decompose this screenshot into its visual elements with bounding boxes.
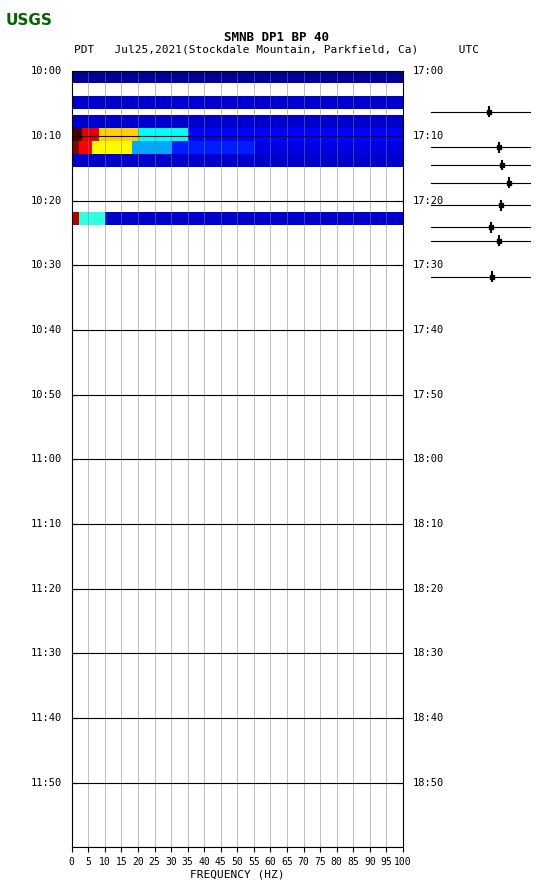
Text: 18:50: 18:50 — [413, 778, 444, 788]
Text: 10:40: 10:40 — [30, 325, 62, 335]
Text: 10:00: 10:00 — [30, 66, 62, 77]
Text: 17:30: 17:30 — [413, 260, 444, 270]
Text: 18:00: 18:00 — [413, 454, 444, 465]
Text: 11:20: 11:20 — [30, 583, 62, 594]
Text: USGS: USGS — [6, 13, 52, 29]
Text: 11:30: 11:30 — [30, 648, 62, 658]
Text: 11:10: 11:10 — [30, 519, 62, 529]
Text: 10:30: 10:30 — [30, 260, 62, 270]
Text: 17:50: 17:50 — [413, 390, 444, 400]
Text: 18:40: 18:40 — [413, 713, 444, 723]
Text: SMNB DP1 BP 40: SMNB DP1 BP 40 — [224, 31, 328, 45]
Text: 11:00: 11:00 — [30, 454, 62, 465]
Text: 10:50: 10:50 — [30, 390, 62, 400]
Text: 11:50: 11:50 — [30, 778, 62, 788]
Text: 17:10: 17:10 — [413, 131, 444, 141]
X-axis label: FREQUENCY (HZ): FREQUENCY (HZ) — [190, 870, 285, 880]
Text: 17:40: 17:40 — [413, 325, 444, 335]
Text: 18:20: 18:20 — [413, 583, 444, 594]
Text: 17:00: 17:00 — [413, 66, 444, 77]
Text: PDT   Jul25,2021(Stockdale Mountain, Parkfield, Ca)      UTC: PDT Jul25,2021(Stockdale Mountain, Parkf… — [73, 45, 479, 54]
Text: 17:20: 17:20 — [413, 195, 444, 206]
Text: 10:10: 10:10 — [30, 131, 62, 141]
Text: 11:40: 11:40 — [30, 713, 62, 723]
Text: 18:30: 18:30 — [413, 648, 444, 658]
Text: 18:10: 18:10 — [413, 519, 444, 529]
Text: 10:20: 10:20 — [30, 195, 62, 206]
